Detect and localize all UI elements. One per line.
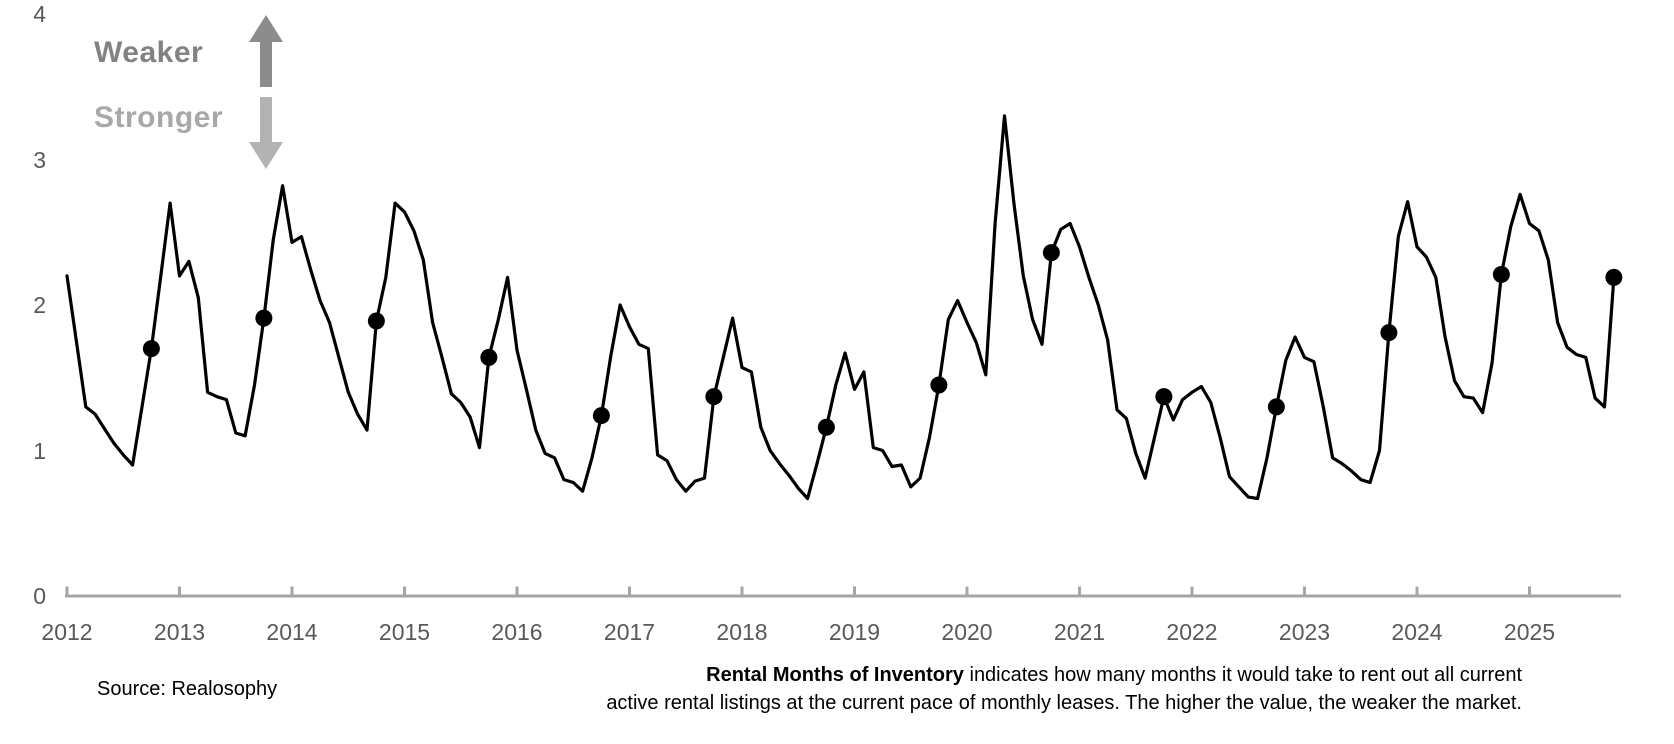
- description-line2: active rental listings at the current pa…: [606, 692, 1522, 714]
- october-marker: [1605, 268, 1623, 286]
- description-term: Rental Months of Inventory: [706, 664, 964, 686]
- down-arrow-icon: [249, 97, 283, 169]
- october-marker: [705, 388, 723, 406]
- x-axis-label: 2024: [1391, 619, 1443, 645]
- y-axis-label: 4: [33, 1, 46, 27]
- weaker-annotation: Weaker: [94, 36, 204, 69]
- x-axis-label: 2021: [1053, 619, 1106, 645]
- x-axis-label: 2015: [378, 619, 431, 645]
- up-arrow-icon: [249, 15, 283, 87]
- y-axis-label: 1: [33, 437, 46, 464]
- october-marker: [1492, 265, 1510, 283]
- x-axis-label: 2025: [1503, 619, 1556, 645]
- x-axis-label: 2014: [266, 619, 318, 645]
- x-axis-label: 2023: [1278, 619, 1331, 645]
- october-marker: [1042, 244, 1060, 262]
- x-axis-label: 2012: [41, 619, 93, 645]
- october-marker: [592, 407, 610, 425]
- x-axis-label: 2020: [941, 619, 993, 645]
- y-axis-label: 2: [33, 292, 46, 318]
- october-marker: [480, 348, 498, 366]
- x-axis-label: 2018: [716, 619, 768, 645]
- description-line1-rest: indicates how many months it would take …: [963, 664, 1522, 686]
- x-axis-label: 2022: [1166, 619, 1218, 645]
- series-line: [65, 114, 1616, 501]
- october-marker: [1155, 388, 1173, 406]
- y-axis-label: 3: [33, 146, 46, 173]
- october-marker: [817, 418, 835, 436]
- october-marker: [142, 340, 160, 358]
- october-marker: [930, 376, 948, 394]
- chart-description: Rental Months of Inventory indicates how…: [512, 661, 1522, 717]
- source-attribution: Source: Realosophy: [97, 678, 278, 700]
- x-axis-label: 2016: [491, 619, 543, 645]
- y-axis-label: 0: [33, 583, 46, 609]
- x-axis-label: 2017: [603, 619, 656, 645]
- october-marker: [1380, 324, 1398, 342]
- stronger-annotation: Stronger: [94, 101, 224, 134]
- x-axis-label: 2013: [153, 619, 206, 645]
- x-axis-label: 2019: [828, 619, 881, 645]
- october-marker: [367, 312, 385, 330]
- october-marker: [255, 309, 273, 327]
- october-marker: [1267, 398, 1285, 416]
